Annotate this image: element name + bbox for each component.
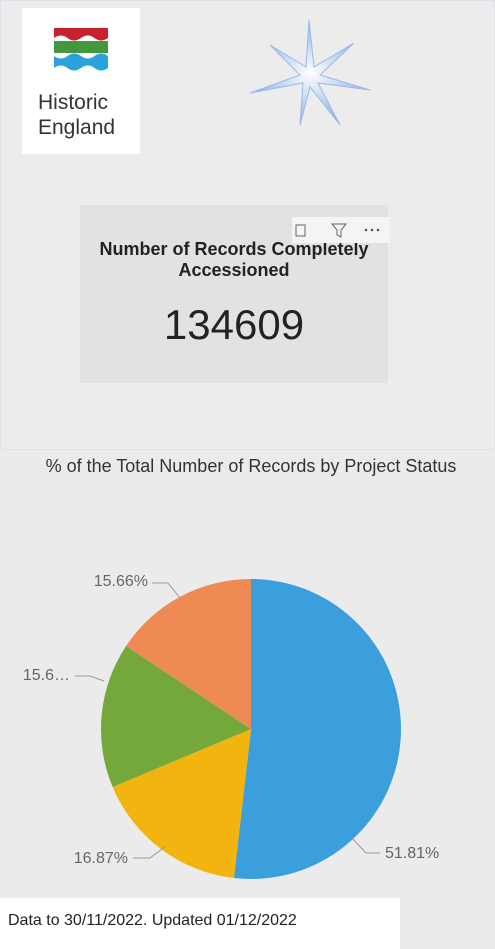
data-label: 15.6… — [23, 667, 70, 684]
kpi-card: Number of Records Completely Accessioned… — [80, 205, 388, 383]
star-icon — [249, 19, 371, 126]
more-icon[interactable] — [364, 228, 380, 232]
pie-slice — [101, 645, 251, 788]
logo-text: Historic — [38, 91, 109, 114]
copy-icon[interactable] — [295, 224, 306, 237]
chart-title: % of the Total Number of Records by Proj… — [45, 456, 457, 476]
leader-line — [75, 675, 105, 682]
data-label: 16.87% — [74, 850, 128, 867]
leader-line — [351, 837, 380, 854]
filter-icon[interactable] — [330, 223, 348, 238]
logo-mark — [54, 28, 108, 71]
visual-toolbar[interactable] — [292, 217, 390, 243]
logo: Historic England — [22, 8, 140, 154]
data-label: 15.66% — [94, 573, 148, 590]
leader-line — [152, 582, 181, 599]
card-value: 134609 — [163, 301, 305, 348]
data-label: 51.81% — [385, 845, 439, 862]
card-title: Number of Records Completely Accessioned — [99, 239, 369, 280]
footer-note: Data to 30/11/2022. Updated 01/12/2022 — [0, 898, 400, 949]
pie-slice — [126, 579, 251, 729]
pie-slice — [112, 729, 252, 879]
logo-text: England — [38, 116, 116, 139]
leader-line — [133, 845, 167, 859]
pie-slice — [233, 579, 402, 879]
